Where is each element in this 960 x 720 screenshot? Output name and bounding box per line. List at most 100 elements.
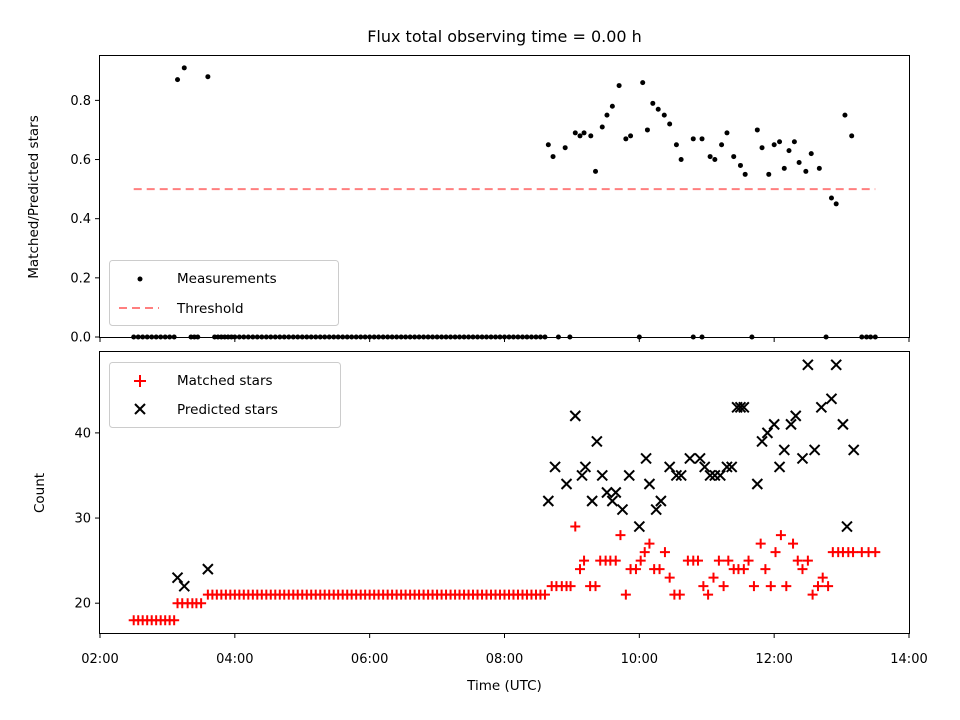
- data-point: [290, 334, 296, 340]
- data-point: [659, 547, 670, 558]
- data-point: [630, 564, 641, 575]
- data-point: [609, 103, 615, 109]
- data-point: [567, 334, 573, 340]
- data-point: [833, 201, 839, 207]
- data-point: [579, 555, 590, 566]
- data-point: [808, 151, 814, 157]
- data-point: [723, 555, 734, 566]
- data-point: [655, 495, 667, 507]
- data-point: [823, 581, 834, 592]
- data-point: [707, 154, 713, 160]
- top-series: [131, 65, 878, 340]
- data-point: [565, 581, 576, 592]
- legend-matched-marker: [134, 375, 146, 387]
- data-point: [457, 334, 463, 340]
- data-point: [575, 564, 586, 575]
- legend-threshold-label: Threshold: [176, 301, 244, 317]
- data-point: [675, 469, 687, 482]
- top-legend-frame: [109, 260, 339, 326]
- bottom-legend: Matched stars Predicted stars: [109, 362, 341, 428]
- data-point: [448, 334, 454, 340]
- data-point: [493, 334, 499, 340]
- data-point: [655, 106, 661, 112]
- data-point: [667, 121, 673, 127]
- data-point: [599, 124, 605, 130]
- data-point: [816, 165, 822, 171]
- data-point: [506, 334, 512, 340]
- data-point: [868, 334, 874, 340]
- data-point: [245, 334, 251, 340]
- data-point: [577, 133, 583, 139]
- data-point: [615, 530, 626, 541]
- data-point: [281, 334, 287, 340]
- data-point: [768, 418, 780, 431]
- y-tick-label: 0.6: [70, 153, 91, 168]
- data-point: [259, 334, 265, 340]
- series-predicted-stars: [171, 359, 860, 592]
- data-point: [502, 334, 507, 340]
- data-point: [731, 154, 737, 160]
- data-point: [748, 581, 759, 592]
- data-point: [738, 564, 749, 575]
- data-point: [781, 581, 792, 592]
- data-point: [721, 461, 733, 473]
- data-point: [241, 334, 247, 340]
- data-point: [610, 486, 622, 499]
- data-point: [761, 427, 774, 439]
- data-point: [770, 547, 781, 558]
- data-point: [692, 555, 703, 566]
- top-legend: Measurements Threshold: [109, 260, 339, 326]
- data-point: [562, 145, 568, 151]
- data-point: [380, 334, 386, 340]
- y-tick-label: 0.0: [70, 331, 91, 346]
- data-point: [698, 581, 709, 592]
- data-point: [572, 130, 578, 136]
- data-point: [837, 418, 849, 431]
- data-point: [699, 136, 705, 142]
- data-point: [859, 334, 865, 340]
- data-point: [765, 581, 776, 592]
- data-point: [403, 334, 409, 340]
- data-point: [751, 478, 764, 490]
- data-point: [581, 130, 587, 136]
- data-point: [135, 334, 141, 340]
- data-point: [616, 503, 629, 516]
- data-point: [756, 435, 768, 448]
- data-point: [394, 334, 400, 340]
- data-point: [830, 359, 842, 371]
- data-point: [542, 495, 555, 507]
- data-point: [169, 615, 180, 626]
- data-point: [178, 580, 190, 592]
- data-point: [153, 334, 159, 340]
- series-measurements: [131, 65, 878, 340]
- data-point: [313, 334, 319, 340]
- data-point: [785, 418, 797, 431]
- bottom-panel: 20 30 40 02:00 04:00 06:00 08:00 10:00 12:00 14:…: [32, 351, 928, 694]
- data-point: [788, 538, 799, 549]
- legend-measurements-marker: [137, 276, 143, 282]
- data-point: [673, 142, 679, 148]
- data-point: [754, 127, 760, 133]
- data-point: [326, 334, 332, 340]
- y-tick-label: 20: [74, 597, 91, 612]
- data-point: [421, 334, 427, 340]
- data-point: [371, 334, 377, 340]
- data-point: [416, 334, 422, 340]
- data-point: [277, 334, 283, 340]
- data-point: [443, 334, 449, 340]
- data-point: [678, 157, 684, 163]
- data-point: [703, 589, 714, 600]
- data-point: [690, 334, 696, 340]
- data-point: [807, 589, 818, 600]
- data-point: [749, 334, 755, 340]
- x-tick-label: 08:00: [486, 652, 523, 667]
- data-point: [797, 564, 808, 575]
- data-point: [537, 334, 543, 340]
- y-tick-label: 40: [74, 426, 91, 441]
- data-point: [250, 334, 256, 340]
- data-point: [640, 452, 652, 465]
- data-point: [412, 334, 418, 340]
- data-point: [796, 452, 809, 465]
- data-point: [742, 171, 748, 177]
